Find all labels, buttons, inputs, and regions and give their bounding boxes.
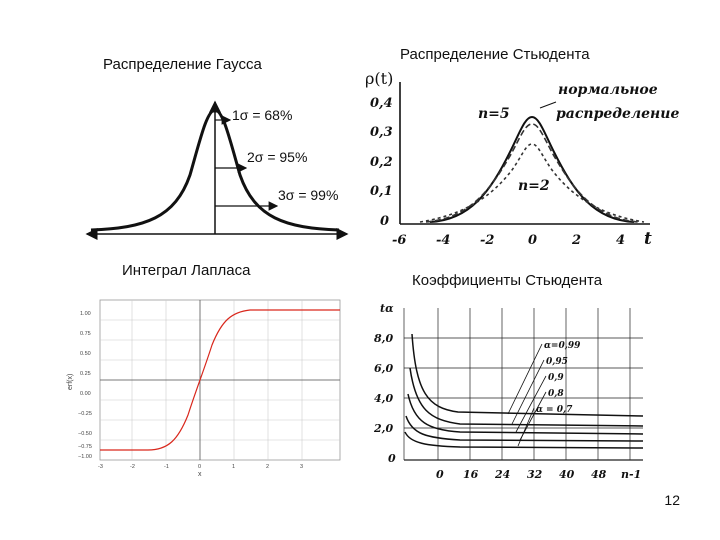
student-coef-x-tick: 40 <box>559 468 575 481</box>
student-coef-chart: tα 8,0 6,0 4,0 2,0 0 α=0,99 0,95 0,9 0,8… <box>373 302 644 481</box>
student-n2-curve <box>419 143 645 223</box>
laplace-y-tick: 1.00 <box>80 311 91 317</box>
laplace-x-tick: 0 <box>198 464 201 470</box>
student-coef-x-tick: 0 <box>436 468 444 481</box>
student-coef-x-tick: 32 <box>527 468 543 481</box>
student-x-tick: 2 <box>571 233 581 248</box>
laplace-y-tick: 0.75 <box>80 331 91 337</box>
student-normal-curve <box>429 115 635 223</box>
laplace-y-tick: −0.75 <box>78 444 92 450</box>
student-coef-y-tick: 2,0 <box>373 422 393 435</box>
student-y-tick: 0 <box>380 214 389 229</box>
student-x-tick: -4 <box>436 233 450 248</box>
student-coef-curve-label: α=0,99 <box>544 341 581 351</box>
student-legend-pointer <box>539 101 557 109</box>
student-legend-normal-1: нормальное <box>558 82 658 98</box>
student-y-tick: 0,4 <box>370 96 393 111</box>
laplace-y-tick: 0.25 <box>80 371 91 377</box>
student-title: Распределение Стьюдента <box>400 46 590 63</box>
student-coef-curve <box>405 415 644 442</box>
student-y-tick: 0,1 <box>370 184 393 199</box>
student-coef-x-tick: n-1 <box>621 468 641 481</box>
student-y-tick: 0,3 <box>370 125 393 140</box>
student-coef-y-tick: 6,0 <box>374 362 393 375</box>
laplace-chart: 1.00 0.75 0.50 0.25 0.00 −0.25 −0.50 −0.… <box>67 299 341 478</box>
student-x-tick: 4 <box>616 233 625 248</box>
student-coef-y-tick: 4,0 <box>374 392 393 405</box>
laplace-x-tick: -3 <box>98 464 103 470</box>
laplace-x-tick: -1 <box>164 464 169 470</box>
sigma1-label: 1σ = 68% <box>232 107 292 123</box>
student-coef-curve <box>411 333 644 417</box>
student-xlabel: t <box>644 229 652 249</box>
student-x-tick: -2 <box>480 233 494 248</box>
student-y-tick: 0,2 <box>370 155 393 170</box>
student-coef-curve <box>407 393 644 435</box>
sigma3-label: 3σ = 99% <box>278 187 338 203</box>
page-number: 12 <box>664 492 680 508</box>
student-coef-title: Коэффициенты Стьюдента <box>412 272 603 289</box>
laplace-x-tick: 2 <box>266 464 269 470</box>
laplace-y-tick: −0.25 <box>78 411 92 417</box>
gauss-title: Распределение Гаусса <box>103 56 262 73</box>
student-coef-curve-label: 0,8 <box>548 389 564 399</box>
laplace-x-tick: 3 <box>300 464 303 470</box>
laplace-x-tick: -2 <box>130 464 135 470</box>
laplace-x-tick: 1 <box>232 464 235 470</box>
student-diagram: ρ(t) 0,4 0,3 0,2 0,1 0 -6 -4 -2 0 2 4 t … <box>365 69 679 249</box>
student-coef-x-tick: 48 <box>591 468 607 481</box>
student-coef-curve <box>404 431 644 449</box>
student-ylabel: ρ(t) <box>365 69 393 88</box>
laplace-xlabel: x <box>198 471 202 478</box>
student-x-tick: 0 <box>528 233 537 248</box>
laplace-curve <box>100 309 340 451</box>
student-n5-curve <box>425 123 639 223</box>
student-coef-ylabel: tα <box>380 302 394 315</box>
student-x-tick: -6 <box>392 233 406 248</box>
student-coef-y-tick: 0 <box>388 452 396 465</box>
student-coef-y-tick: 8,0 <box>374 332 393 345</box>
student-coef-leader-lines <box>507 343 547 447</box>
laplace-ylabel: erf(x) <box>67 374 74 390</box>
student-label-n5: n=5 <box>478 106 510 122</box>
laplace-y-tick: 0.50 <box>80 351 91 357</box>
gauss-curve <box>90 108 340 232</box>
sigma2-label: 2σ = 95% <box>247 149 307 165</box>
student-coef-grid <box>403 308 643 461</box>
student-coef-curve-label: 0,95 <box>546 357 568 367</box>
student-coef-x-tick: 24 <box>494 468 510 481</box>
laplace-title: Интеграл Лапласа <box>122 262 251 279</box>
laplace-y-tick: −0.50 <box>78 431 92 437</box>
student-coef-curve-label: 0,9 <box>548 373 564 383</box>
gauss-diagram: 1σ = 68% 2σ = 95% 3σ = 99% <box>85 100 349 240</box>
student-label-n2: n=2 <box>518 178 550 194</box>
student-coef-x-tick: 16 <box>463 468 479 481</box>
student-coef-curve-label: α = 0,7 <box>536 405 573 415</box>
laplace-y-tick: 0.00 <box>80 391 91 397</box>
student-legend-normal-2: распределение <box>556 106 679 122</box>
student-coef-curve <box>409 367 644 427</box>
laplace-y-tick: −1.00 <box>78 454 92 460</box>
